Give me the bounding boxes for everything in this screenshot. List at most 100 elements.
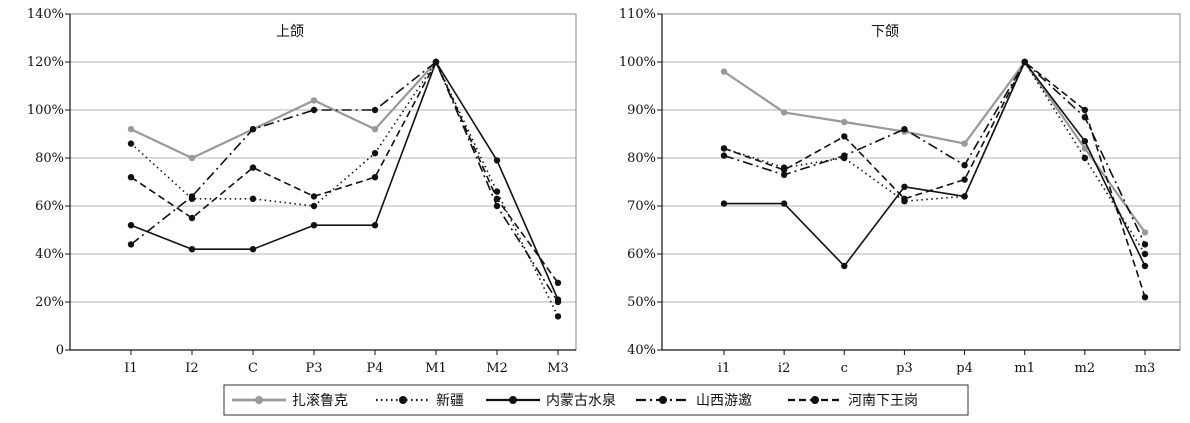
panel-title: 上颌: [276, 24, 304, 40]
data-point: [249, 246, 257, 253]
series-5: [127, 58, 562, 286]
data-point: [371, 106, 379, 114]
data-point: [249, 195, 257, 202]
y-tick-label: 80%: [627, 151, 656, 166]
series-line: [723, 61, 1146, 245]
y-tick-label: 0: [56, 343, 64, 358]
data-point: [841, 152, 848, 159]
legend-item: 扎滚鲁克: [232, 392, 348, 409]
legend-swatch-marker: [399, 396, 407, 404]
plot-frame: [661, 13, 1181, 351]
legend-swatch-marker: [811, 396, 819, 404]
y-tick-label: 60%: [627, 247, 656, 262]
data-point: [780, 166, 788, 174]
y-tick-label: 70%: [627, 199, 656, 214]
data-point: [720, 145, 728, 152]
panel-title: 下颌: [871, 24, 899, 40]
legend-label: 新疆: [436, 393, 464, 409]
legend-box: [223, 384, 969, 416]
data-point: [1081, 145, 1089, 152]
data-point: [901, 183, 908, 190]
series-line: [130, 61, 559, 303]
data-point: [780, 171, 788, 178]
x-tick-label: i1: [718, 361, 730, 376]
data-point: [720, 200, 728, 207]
series-line: [723, 60, 1146, 234]
data-point: [1081, 154, 1089, 162]
x-tick-label: m1: [1014, 361, 1035, 376]
x-tick-label: P4: [366, 361, 383, 376]
data-point: [780, 200, 788, 207]
data-point: [780, 109, 788, 116]
data-point: [1081, 138, 1089, 145]
x-tick-label: p3: [896, 361, 913, 376]
data-point: [901, 195, 908, 202]
legend-item: 河南下王岗: [788, 393, 918, 409]
data-point: [841, 118, 848, 126]
x-tick-label: p4: [956, 361, 973, 376]
legend-label: 内蒙古水泉: [546, 392, 616, 409]
x-tick-label: C: [248, 361, 258, 376]
legend-item: 新疆: [376, 393, 464, 409]
series-4: [720, 58, 1149, 248]
data-point: [554, 298, 562, 306]
data-point: [249, 126, 257, 133]
data-point: [127, 222, 135, 229]
data-point: [127, 174, 135, 181]
y-tick-label: 40%: [627, 343, 656, 358]
y-tick-label: 110%: [619, 7, 656, 22]
y-tick-label: 90%: [627, 103, 656, 118]
data-point: [1141, 229, 1149, 236]
series-3: [720, 58, 1149, 270]
y-tick-label: 120%: [27, 55, 64, 70]
data-point: [127, 126, 135, 133]
data-point: [310, 202, 318, 210]
data-point: [554, 279, 562, 286]
data-point: [493, 202, 501, 210]
series-4: [127, 58, 562, 306]
legend-item: 山西游邀: [636, 393, 752, 409]
data-point: [554, 313, 562, 320]
y-tick-label: 100%: [619, 55, 656, 70]
x-tick-label: I1: [124, 361, 137, 376]
data-point: [310, 106, 318, 114]
x-tick-label: i2: [778, 361, 790, 376]
data-point: [1141, 262, 1149, 270]
y-tick-label: 20%: [35, 295, 64, 310]
data-point: [1141, 250, 1149, 258]
x-tick-label: m2: [1075, 361, 1096, 376]
legend-swatch-marker: [509, 396, 517, 404]
data-point: [1141, 294, 1149, 301]
y-tick-label: 60%: [35, 199, 64, 214]
data-point: [720, 68, 728, 75]
x-tick-label: P3: [305, 361, 322, 376]
data-point: [961, 193, 968, 200]
y-tick-label: 50%: [627, 295, 656, 310]
series-line: [130, 61, 559, 300]
series-line: [723, 61, 1146, 255]
series-line: [723, 61, 1146, 298]
data-point: [127, 140, 135, 147]
data-point: [1021, 58, 1028, 66]
data-point: [371, 222, 379, 229]
data-point: [720, 152, 728, 159]
chart-panel-1: 0 20% 40% 60% 80% 100% 120% 140% I1 I2 C P3 P4 M1 M2 M3…: [27, 7, 577, 376]
legend-label: 河南下王岗: [848, 393, 918, 409]
data-point: [961, 176, 968, 183]
data-point: [371, 150, 379, 157]
data-point: [310, 222, 318, 229]
chart-panel-2: 40% 50% 60% 70% 80% 90% 100% 110% i1 i2 c p3 p4 m1 m2 m…: [619, 7, 1181, 376]
data-point: [371, 174, 379, 181]
data-point: [432, 58, 440, 66]
x-tick-label: M2: [486, 361, 508, 376]
data-point: [310, 97, 318, 104]
series-line: [130, 61, 559, 317]
legend: 扎滚鲁克 新疆 内蒙古水泉 山西游邀 河南下王岗: [223, 384, 969, 416]
x-tick-label: c: [841, 361, 848, 376]
series-line: [130, 61, 437, 160]
data-point: [127, 241, 135, 248]
y-tick-label: 100%: [27, 103, 64, 118]
data-point: [493, 195, 501, 202]
data-point: [493, 188, 501, 195]
legend-swatch-marker: [255, 396, 263, 404]
